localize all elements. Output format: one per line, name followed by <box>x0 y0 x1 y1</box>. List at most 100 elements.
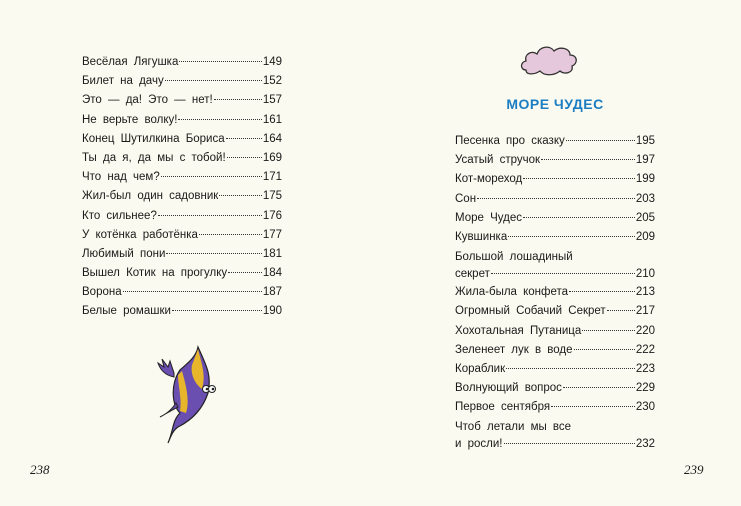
toc-entry: Песенка про сказку 195 <box>455 132 655 151</box>
fish-illustration <box>157 345 216 444</box>
entry-page: 210 <box>635 268 655 281</box>
entry-page: 187 <box>262 286 282 299</box>
dot-leader <box>582 329 635 331</box>
dot-leader <box>171 310 262 312</box>
entry-page: 177 <box>262 228 282 241</box>
entry-page: 164 <box>262 132 282 145</box>
entry-page: 203 <box>635 192 655 205</box>
entry-title: Огромный Собачий Секрет <box>455 305 606 318</box>
cloud-illustration <box>520 46 577 76</box>
entry-title: Белые ромашки <box>82 305 171 318</box>
toc-entry: Белые ромашки 190 <box>82 302 282 321</box>
entry-title: Конец Шутилкина Бориса <box>82 132 225 145</box>
toc-entry: Что над чем? 171 <box>82 168 282 187</box>
dot-leader <box>503 443 635 445</box>
entry-title: Ты да я, да мы с тобой! <box>82 151 226 164</box>
entry-page: 176 <box>262 209 282 222</box>
entry-page: 157 <box>262 94 282 107</box>
toc-entry: Любимый пони 181 <box>82 245 282 264</box>
toc-entry: Билет на дачу 152 <box>82 72 282 91</box>
entry-title: секрет <box>455 268 490 281</box>
entry-page: 222 <box>635 343 655 356</box>
entry-title: Что над чем? <box>82 171 160 184</box>
dot-leader <box>606 310 635 312</box>
toc-entry: Весёлая Лягушка 149 <box>82 53 282 72</box>
entry-title: Сон <box>455 192 477 205</box>
entry-page: 169 <box>262 151 282 164</box>
entry-title: Кот-мореход <box>455 173 523 186</box>
dot-leader <box>225 137 262 139</box>
dot-leader <box>506 367 635 369</box>
entry-title: Не верьте волку! <box>82 113 178 126</box>
entry-title: Жил-был один садовник <box>82 190 219 203</box>
toc-entry: У котёнка работёнка 177 <box>82 226 282 245</box>
entry-title: Это — да! Это — нет! <box>82 94 213 107</box>
page-number-right: 239 <box>684 462 704 477</box>
entry-title: Первое сентября <box>455 401 551 414</box>
toc-entry: Первое сентября 230 <box>455 398 655 417</box>
toc-entry: Огромный Собачий Секрет 217 <box>455 302 655 321</box>
entry-page: 209 <box>635 230 655 243</box>
toc-entry: Чтоб летали мы все и росли! 232 <box>455 419 655 453</box>
entry-page: 205 <box>635 211 655 224</box>
dot-leader <box>508 235 635 237</box>
entry-title: Любимый пони <box>82 247 166 260</box>
entry-page: 149 <box>262 56 282 68</box>
toc-left: Весёлая Лягушка 149 Билет на дачу 152 Это — … <box>82 53 282 322</box>
entry-page: 161 <box>262 113 282 126</box>
entry-page: 232 <box>635 438 655 451</box>
entry-page: 181 <box>262 247 282 260</box>
entry-title: У котёнка работёнка <box>82 228 198 241</box>
dot-leader <box>226 156 262 158</box>
toc-entry: Волнующий вопрос 229 <box>455 379 655 398</box>
dot-leader <box>157 214 262 216</box>
section-title: МОРЕ ЧУДЕС <box>506 96 604 112</box>
dot-leader <box>228 272 262 274</box>
entry-title-line1: Чтоб летали мы все <box>455 421 572 434</box>
toc-entry: Кораблик 223 <box>455 360 655 379</box>
dot-leader <box>522 216 635 218</box>
toc-entry: Большой лошадиный секрет 210 <box>455 249 655 283</box>
dot-leader <box>541 159 635 161</box>
entry-title: и росли! <box>455 438 503 451</box>
dot-leader <box>562 387 635 389</box>
toc-entry: Это — да! Это — нет! 157 <box>82 91 282 110</box>
dot-leader <box>213 99 262 101</box>
dot-leader <box>569 291 635 293</box>
entry-page: 152 <box>262 75 282 88</box>
entry-title: Море Чудес <box>455 211 522 224</box>
entry-title: Зеленеет лук в воде <box>455 343 573 356</box>
entry-title: Волнующий вопрос <box>455 382 562 395</box>
toc-entry: Сон 203 <box>455 190 655 209</box>
toc-entry: Море Чудес 205 <box>455 209 655 228</box>
entry-title: Вышел Котик на прогулку <box>82 267 228 280</box>
dot-leader <box>219 195 262 197</box>
dot-leader <box>164 80 262 82</box>
toc-entry: Кто сильнее? 176 <box>82 207 282 226</box>
entry-page: 229 <box>635 382 655 395</box>
dot-leader <box>179 61 262 62</box>
toc-entry: Ты да я, да мы с тобой! 169 <box>82 149 282 168</box>
dot-leader <box>178 118 262 120</box>
toc-entry: Жил-был один садовник 175 <box>82 187 282 206</box>
entry-page: 220 <box>635 324 655 337</box>
toc-entry: Вышел Котик на прогулку 184 <box>82 264 282 283</box>
dot-leader <box>477 197 635 199</box>
entry-title: Кораблик <box>455 362 506 375</box>
dot-leader <box>490 273 635 275</box>
dot-leader <box>523 178 635 180</box>
toc-entry: Жила-была конфета 213 <box>455 283 655 302</box>
toc-entry: Хохотальная Путаница 220 <box>455 322 655 341</box>
entry-page: 223 <box>635 362 655 375</box>
entry-page: 213 <box>635 286 655 299</box>
toc-right: Песенка про сказку 195 Усатый стручок 197 Ко… <box>455 132 655 453</box>
toc-entry: Ворона 187 <box>82 283 282 302</box>
entry-page: 184 <box>262 267 282 280</box>
entry-page: 197 <box>635 154 655 167</box>
entry-page: 171 <box>262 171 282 184</box>
toc-entry: Кот-мореход 199 <box>455 170 655 189</box>
entry-page: 217 <box>635 305 655 318</box>
dot-leader <box>166 252 262 254</box>
toc-entry: Кувшинка 209 <box>455 228 655 247</box>
page-number-left: 238 <box>30 462 50 477</box>
